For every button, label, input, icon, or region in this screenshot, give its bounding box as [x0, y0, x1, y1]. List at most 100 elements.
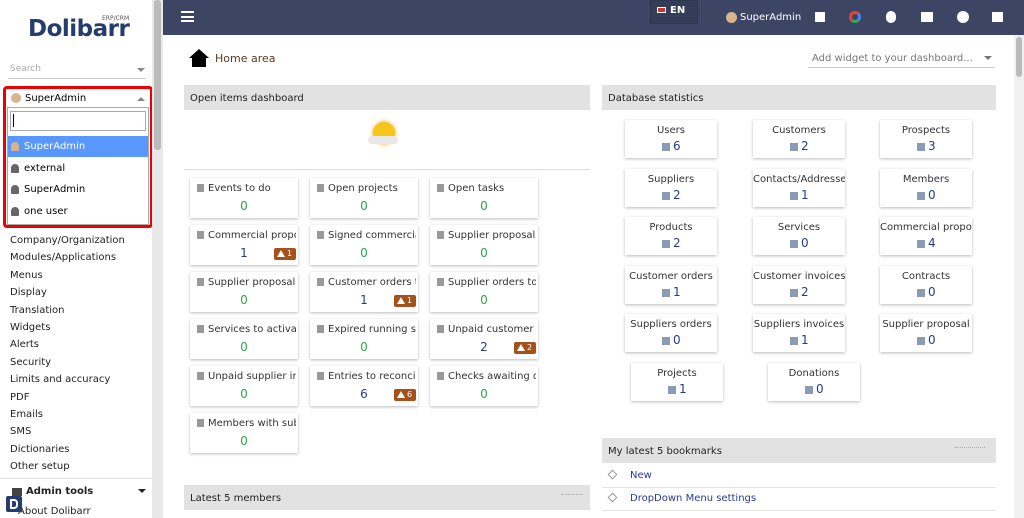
- menu-item[interactable]: SMS: [10, 426, 32, 438]
- row-line: [602, 487, 996, 488]
- stat-value: 2: [801, 284, 809, 299]
- menu-item[interactable]: Alerts: [10, 339, 40, 351]
- stat-icon: [917, 240, 925, 248]
- stat-value: 0: [928, 284, 936, 299]
- stat-box[interactable]: Users 6: [625, 120, 717, 158]
- stat-box[interactable]: Donations 0: [768, 362, 860, 401]
- arrow: [984, 56, 992, 64]
- menu-item[interactable]: Company/Organization: [10, 235, 125, 246]
- menu-item[interactable]: Other setup: [10, 461, 70, 473]
- stat-box[interactable]: Contacts/Addresses 1: [753, 168, 845, 207]
- highlight-box: [3, 86, 153, 228]
- stat-box[interactable]: Prospects 3: [880, 120, 972, 158]
- icon[interactable]: [957, 11, 969, 23]
- lang[interactable]: EN: [670, 5, 686, 16]
- bookmark[interactable]: New: [630, 470, 652, 481]
- topbar: EN SuperAdmin: [163, 0, 1024, 35]
- home-icon: [189, 49, 209, 58]
- icon[interactable]: [815, 12, 825, 22]
- stat-box[interactable]: Commercial propo... 4: [880, 217, 972, 255]
- avatar: [726, 12, 737, 23]
- menu-item[interactable]: Modules/Applications: [10, 252, 117, 264]
- option[interactable]: SuperAdmin: [24, 184, 86, 195]
- warning-icon: [397, 391, 405, 398]
- icon[interactable]: [849, 11, 861, 23]
- warning-badge: 1: [394, 295, 416, 307]
- stat-icon: [662, 143, 670, 151]
- menu-item[interactable]: Display: [10, 287, 47, 299]
- option[interactable]: one user: [24, 205, 68, 217]
- menu-item[interactable]: Limits and accuracy: [10, 374, 111, 386]
- stat-box[interactable]: Customer invoices 2: [753, 265, 845, 304]
- stat-box[interactable]: Suppliers 2: [625, 168, 717, 207]
- stat-box[interactable]: Suppliers orders 0: [625, 314, 717, 352]
- stat-value: 2: [673, 236, 681, 250]
- star: [607, 492, 618, 503]
- menu-item[interactable]: Menus: [10, 269, 43, 281]
- info-box[interactable]: Unpaid supplier in... 0: [190, 366, 298, 406]
- search-input[interactable]: Search: [10, 64, 41, 74]
- icon[interactable]: [886, 11, 896, 23]
- info-box[interactable]: Events to do 0: [190, 178, 298, 218]
- menu-item[interactable]: Dictionaries: [10, 443, 70, 455]
- stat-box[interactable]: Customers 2: [753, 120, 845, 158]
- box-icon: [317, 325, 324, 333]
- user[interactable]: SuperAdmin: [740, 12, 802, 23]
- widget-select[interactable]: Add widget to your dashboard...: [812, 53, 973, 64]
- stat-box[interactable]: Supplier proposal 0: [880, 314, 972, 352]
- option[interactable]: external: [24, 162, 66, 174]
- option[interactable]: SuperAdmin: [24, 141, 86, 152]
- icon[interactable]: [992, 12, 1003, 22]
- menu-item[interactable]: Widgets: [10, 322, 51, 333]
- stat-box[interactable]: Members 0: [880, 168, 972, 207]
- stat-box[interactable]: Services 0: [753, 217, 845, 255]
- logo-sub: ERP/CRM: [102, 15, 130, 22]
- panel-tools: [561, 494, 583, 500]
- user-select[interactable]: SuperAdmin: [25, 93, 87, 104]
- info-box[interactable]: Open projects 0: [310, 178, 418, 218]
- info-box[interactable]: Supplier orders to ... 0: [430, 272, 538, 312]
- breadcrumb[interactable]: Home area: [215, 52, 276, 65]
- menu-item[interactable]: Emails: [10, 409, 43, 420]
- info-box[interactable]: Checks awaiting d... 0: [430, 366, 538, 406]
- info-box[interactable]: Unpaid customer i... 2 2: [430, 319, 538, 359]
- box-icon: [317, 278, 324, 286]
- menu-icon[interactable]: [181, 11, 194, 22]
- menu-item[interactable]: Translation: [10, 304, 65, 316]
- info-box[interactable]: Signed commercia... 0: [310, 225, 418, 265]
- stat-label: Contacts/Addresses: [753, 173, 845, 185]
- info-box[interactable]: Open tasks 0: [430, 178, 538, 218]
- stat-box[interactable]: Suppliers invoices 1: [753, 314, 845, 352]
- info-box[interactable]: Supplier proposals... 0: [430, 225, 538, 265]
- menu-item[interactable]: PDF: [10, 391, 30, 403]
- lang-button[interactable]: [650, 0, 698, 24]
- about[interactable]: About Dolibarr: [18, 506, 91, 517]
- warning-icon: [397, 297, 405, 304]
- info-box[interactable]: Services to activa... 0: [190, 319, 298, 359]
- dropdown-search[interactable]: [10, 111, 146, 131]
- info-box[interactable]: Members with sub... 0: [190, 413, 298, 453]
- stat-box[interactable]: Contracts 0: [880, 265, 972, 304]
- panel-title-bar: [602, 85, 996, 110]
- info-box[interactable]: Supplier proposals... 0: [190, 272, 298, 312]
- admin-tools[interactable]: Admin tools: [26, 486, 94, 497]
- stat-value: 1: [679, 381, 687, 396]
- stat-box[interactable]: Customer orders 1: [625, 265, 717, 304]
- info-box[interactable]: Entries to reconcile 6 6: [310, 366, 418, 406]
- box-icon: [437, 231, 444, 239]
- panel-title: My latest 5 bookmarks: [608, 446, 722, 457]
- info-box[interactable]: Commercial propo... 1 1: [190, 225, 298, 265]
- box-icon: [437, 372, 444, 380]
- warning-badge: 6: [394, 389, 416, 401]
- stat-box[interactable]: Products 2: [625, 217, 717, 255]
- icon[interactable]: [921, 12, 933, 22]
- stat-box[interactable]: Projects 1: [631, 362, 723, 401]
- info-box[interactable]: Customer orders t... 1 1: [310, 272, 418, 312]
- stat-label: Suppliers orders: [630, 319, 712, 330]
- stat-label: Suppliers invoices: [753, 319, 845, 330]
- menu-item[interactable]: Security: [10, 356, 52, 368]
- bookmark[interactable]: DropDown Menu settings: [630, 493, 757, 504]
- box-icon: [197, 231, 204, 239]
- info-box[interactable]: Expired running se... 0: [310, 319, 418, 359]
- box-value: 0: [240, 293, 248, 307]
